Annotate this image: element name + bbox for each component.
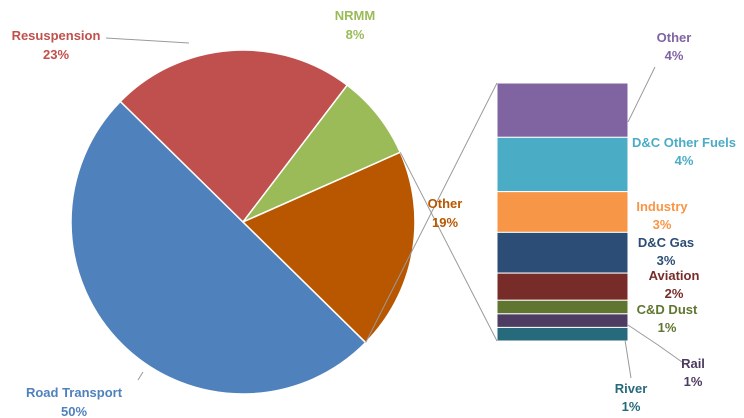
bar-label-candd-dust: C&D Dust — [637, 302, 698, 317]
bar-segment-dandc-gas — [496, 231, 629, 274]
pie-value-other: 19% — [432, 215, 458, 230]
pie-value-resuspension: 23% — [43, 47, 69, 62]
bar-label-other: Other — [657, 30, 692, 45]
bar-label-industry: Industry — [636, 199, 688, 214]
pie-slice-resuspension — [119, 49, 349, 224]
bar-label-rail: Rail — [681, 356, 705, 371]
bar-value-candd-dust: 1% — [658, 320, 677, 335]
bar-value-river: 1% — [622, 399, 641, 414]
bar-segment-dandc-other-fuels — [496, 136, 629, 193]
bar-label-aviation: Aviation — [649, 268, 700, 283]
pie-value-road-transport: 50% — [61, 404, 87, 418]
bar-segment-other — [496, 82, 629, 138]
leader-line-bar-rail — [627, 324, 683, 363]
pie-slice-road-transport — [70, 100, 367, 395]
bar-value-industry: 3% — [653, 217, 672, 232]
pie-label-road-transport: Road Transport — [26, 385, 123, 400]
bar-value-rail: 1% — [684, 374, 703, 389]
bar-value-dandc-other-fuels: 4% — [675, 153, 694, 168]
pie-label-resuspension: Resuspension — [12, 28, 101, 43]
connector-line-bottom — [399, 152, 498, 342]
leader-line-road-transport — [137, 371, 144, 381]
bar-value-dandc-gas: 3% — [657, 253, 676, 268]
leader-line-bar-river — [624, 339, 632, 379]
bar-label-river: River — [615, 381, 648, 396]
leader-line-resuspension — [105, 37, 190, 44]
bar-segment-candd-dust — [496, 299, 629, 315]
pie-label-other: Other — [428, 196, 463, 211]
bar-value-aviation: 2% — [665, 286, 684, 301]
leader-line-bar-other — [627, 66, 656, 123]
pie-label-nrmm: NRMM — [335, 8, 375, 23]
pie-value-nrmm: 8% — [346, 27, 365, 42]
bar-label-dandc-gas: D&C Gas — [638, 235, 694, 250]
bar-segment-rail — [496, 313, 629, 328]
bar-segment-river — [496, 326, 629, 342]
bar-segment-industry — [496, 191, 629, 233]
pie-slice-other — [241, 151, 416, 344]
bar-segment-aviation — [496, 272, 629, 301]
bar-value-other: 4% — [665, 48, 684, 63]
bar-label-dandc-other-fuels: D&C Other Fuels — [632, 135, 736, 150]
